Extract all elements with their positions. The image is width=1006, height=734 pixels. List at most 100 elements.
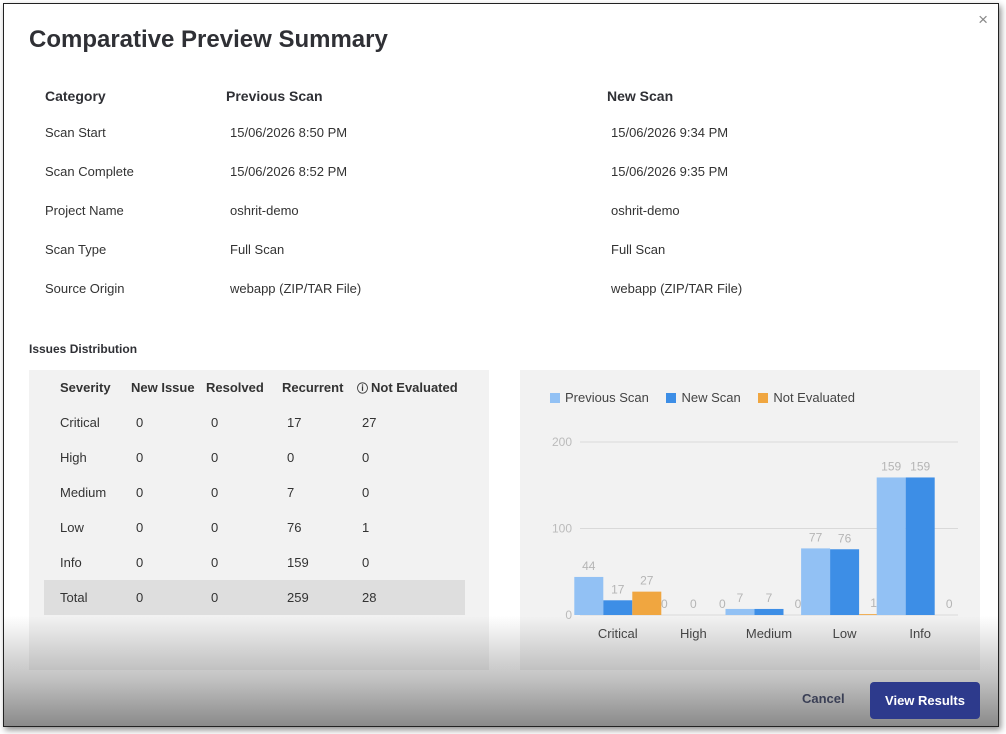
comparison-row-scan-start: Scan Start 15/06/2026 8:50 PM 15/06/2026…: [45, 125, 965, 164]
table-row: Low 0 0 76 1: [44, 510, 465, 545]
legend-swatch: [550, 393, 560, 403]
not-evaluated-cell: 0: [362, 485, 370, 500]
previous-value: oshrit-demo: [230, 203, 299, 218]
bar-not-evaluated: [632, 591, 662, 615]
table-row: Info 0 0 159 0: [44, 545, 465, 580]
recurrent-cell: 76: [287, 520, 302, 535]
recurrent-cell: 7: [287, 485, 295, 500]
bar-value-label: 7: [737, 591, 744, 605]
total-label: Total: [60, 590, 88, 605]
bar-new-scan: [905, 477, 935, 615]
comparison-table: Category Previous Scan New Scan Scan Sta…: [45, 88, 965, 320]
comparison-row-source-origin: Source Origin webapp (ZIP/TAR File) weba…: [45, 281, 965, 320]
bar-value-label: 17: [611, 582, 625, 596]
dialog-title: Comparative Preview Summary: [29, 26, 388, 53]
not-evaluated-header: ⓘ Not Evaluated: [357, 380, 458, 395]
severity-cell: Critical: [60, 415, 100, 430]
not-evaluated-cell: 0: [362, 450, 370, 465]
not-evaluated-cell: 0: [362, 555, 370, 570]
x-tick-label: Low: [833, 626, 857, 641]
chart-legend: Previous Scan New Scan Not Evaluated: [550, 390, 869, 405]
total-recurrent: 259: [287, 590, 309, 605]
issues-distribution-title: Issues Distribution: [29, 342, 138, 356]
legend-swatch: [666, 393, 677, 403]
y-tick-label: 100: [552, 522, 572, 536]
bar-value-label: 44: [582, 559, 596, 573]
comparison-row-scan-complete: Scan Complete 15/06/2026 8:52 PM 15/06/2…: [45, 164, 965, 203]
bar-value-label: 159: [910, 459, 930, 473]
bar-new-scan: [830, 549, 860, 615]
view-results-button[interactable]: View Results: [870, 682, 980, 719]
previous-value: 15/06/2026 8:52 PM: [230, 164, 348, 179]
issues-table: Severity New Issue Resolved Recurrent ⓘ N…: [44, 370, 465, 615]
issues-chart-panel: Previous Scan New Scan Not Evaluated 0 10…: [520, 370, 980, 670]
issues-table-panel: Severity New Issue Resolved Recurrent ⓘ N…: [29, 370, 489, 670]
new-scan-header: New Scan: [607, 88, 674, 104]
category-label: Source Origin: [45, 281, 125, 296]
bar-value-label: 0: [946, 597, 953, 611]
severity-cell: Info: [60, 555, 82, 570]
legend-swatch: [758, 393, 769, 403]
new-value: oshrit-demo: [611, 203, 680, 218]
bar-value-label: 0: [661, 597, 668, 611]
legend-item-not-evaluated[interactable]: Not Evaluated: [758, 390, 855, 405]
table-row: Medium 0 0 7 0: [44, 475, 465, 510]
x-tick-label: High: [680, 626, 707, 641]
legend-label: Previous Scan: [565, 390, 649, 405]
issues-header-row: Severity New Issue Resolved Recurrent ⓘ N…: [44, 370, 465, 405]
recurrent-header: Recurrent: [282, 380, 344, 395]
category-label: Scan Start: [45, 125, 106, 140]
close-icon[interactable]: ×: [978, 10, 988, 29]
x-tick-label: Info: [909, 626, 931, 641]
bar-value-label: 1: [870, 596, 877, 610]
severity-cell: Medium: [60, 485, 107, 500]
new-value: Full Scan: [611, 242, 666, 257]
resolved-cell: 0: [211, 485, 219, 500]
comparison-row-project-name: Project Name oshrit-demo oshrit-demo: [45, 203, 965, 242]
severity-cell: High: [60, 450, 87, 465]
bar-value-label: 7: [766, 591, 773, 605]
legend-item-previous-scan[interactable]: Previous Scan: [550, 390, 649, 405]
bar-value-label: 76: [838, 531, 852, 545]
comparison-header-row: Category Previous Scan New Scan: [45, 88, 965, 125]
new-issue-header: New Issue: [131, 380, 195, 395]
recurrent-cell: 159: [287, 555, 309, 570]
legend-label: Not Evaluated: [773, 390, 855, 405]
bar-value-label: 0: [719, 597, 726, 611]
bar-new-scan: [603, 600, 633, 615]
bar-value-label: 0: [690, 597, 697, 611]
x-tick-label: Medium: [746, 626, 792, 641]
y-tick-label: 0: [565, 608, 572, 622]
previous-value: webapp (ZIP/TAR File): [230, 281, 362, 296]
bar-value-label: 0: [795, 597, 802, 611]
total-row: Total 0 0 259 28: [44, 580, 465, 615]
recurrent-cell: 0: [287, 450, 295, 465]
not-evaluated-cell: 1: [362, 520, 370, 535]
resolved-cell: 0: [211, 520, 219, 535]
previous-scan-header: Previous Scan: [226, 88, 323, 104]
resolved-cell: 0: [211, 415, 219, 430]
bar-previous-scan: [574, 576, 604, 615]
category-header: Category: [45, 88, 106, 104]
bar-previous-scan: [725, 608, 755, 615]
new-value: 15/06/2026 9:34 PM: [611, 125, 729, 140]
new-value: webapp (ZIP/TAR File): [611, 281, 743, 296]
y-tick-label: 200: [552, 435, 572, 449]
new-value: 15/06/2026 9:35 PM: [611, 164, 729, 179]
previous-value: Full Scan: [230, 242, 285, 257]
comparison-row-scan-type: Scan Type Full Scan Full Scan: [45, 242, 965, 281]
new-issue-cell: 0: [136, 520, 144, 535]
not-evaluated-cell: 27: [362, 415, 377, 430]
bar-not-evaluated: [859, 614, 889, 615]
cancel-button[interactable]: Cancel: [796, 690, 851, 707]
legend-label: New Scan: [681, 390, 741, 405]
bar-value-label: 27: [640, 574, 654, 588]
comparative-preview-dialog: × Comparative Preview Summary Category P…: [3, 3, 999, 727]
bar-value-label: 77: [809, 530, 823, 544]
legend-item-new-scan[interactable]: New Scan: [666, 390, 741, 405]
total-resolved: 0: [211, 590, 219, 605]
new-issue-cell: 0: [136, 555, 144, 570]
new-issue-cell: 0: [136, 450, 144, 465]
severity-cell: Low: [60, 520, 84, 535]
